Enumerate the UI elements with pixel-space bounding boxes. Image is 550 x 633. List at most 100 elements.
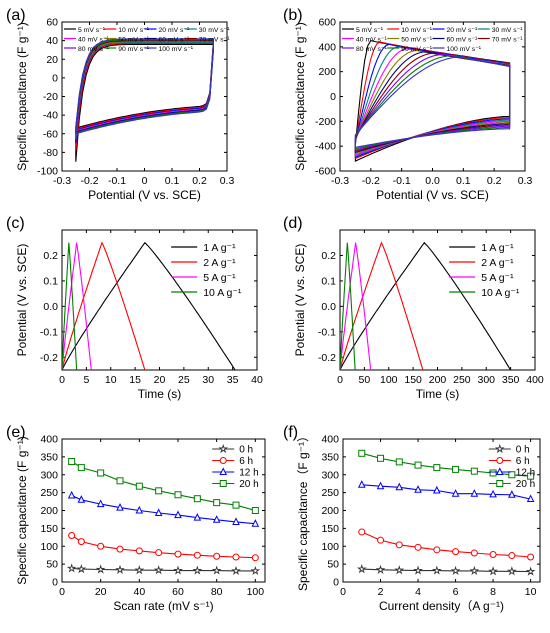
cv-curve <box>75 40 214 134</box>
cv-curve <box>354 56 511 149</box>
data-point <box>451 489 460 497</box>
x-tick-label: 250 <box>453 374 471 386</box>
legend-marker <box>219 457 227 464</box>
data-point <box>155 487 163 495</box>
data-point <box>173 565 183 575</box>
legend-entry: 12 h <box>516 468 535 479</box>
data-point <box>193 495 201 503</box>
y-tick-label: 20 <box>46 54 58 66</box>
data-point <box>525 566 536 576</box>
y-tick-label: 150 <box>321 523 339 535</box>
data-point <box>450 565 461 576</box>
data-point <box>395 482 404 491</box>
y-tick-label: -0.1 <box>40 326 58 338</box>
panel-label: (a) <box>6 7 26 24</box>
x-tick-label: -0.3 <box>53 175 71 187</box>
plot-area <box>354 39 511 162</box>
data-point <box>433 485 441 494</box>
data-point <box>431 565 442 575</box>
y-tick-label: -600 <box>315 166 336 178</box>
data-point <box>433 546 441 554</box>
x-axis-label: Current density（A g⁻¹) <box>379 599 504 613</box>
legend-entry: 6 h <box>239 456 253 467</box>
x-tick-label: 0 <box>59 374 65 386</box>
x-tick-label: 0 <box>59 586 65 598</box>
legend-entry: 1 A g⁻¹ <box>481 242 514 254</box>
y-axis-label: Specific capacitance（F g⁻¹） <box>296 430 310 591</box>
data-point <box>213 499 221 507</box>
series-line <box>361 452 531 477</box>
plot-area <box>340 241 512 370</box>
x-tick-label: 5 <box>83 374 89 386</box>
data-point <box>413 565 423 575</box>
y-tick-label: 300 <box>40 469 58 481</box>
x-tick-label: -0.1 <box>393 175 411 187</box>
data-point <box>232 553 240 561</box>
x-tick-label: 0.3 <box>518 175 533 187</box>
y-tick-label: 350 <box>321 451 339 463</box>
series-line <box>361 568 531 573</box>
x-tick-label: 0.1 <box>456 175 471 187</box>
y-tick-label: 0 <box>52 72 58 84</box>
data-point <box>527 553 535 561</box>
legend-entry: 0 h <box>516 445 530 456</box>
cv-curve <box>354 50 511 155</box>
data-point <box>135 482 143 490</box>
x-tick-label: 0.2 <box>192 175 207 187</box>
legend-entry: 20 mV s⁻¹ <box>447 27 479 34</box>
data-point <box>97 469 105 477</box>
legend-entry: 5 A g⁻¹ <box>203 272 236 284</box>
x-tick-label: 35 <box>227 374 239 386</box>
data-point <box>153 565 164 575</box>
data-point <box>376 481 385 490</box>
legend-entry: 10 mV s⁻¹ <box>118 27 150 34</box>
x-tick-label: 0 <box>142 175 148 187</box>
panel-label: (d) <box>283 215 303 232</box>
x-tick-label: -0.2 <box>362 175 380 187</box>
x-tick-label: -0.2 <box>80 175 98 187</box>
x-tick-label: 20 <box>95 586 107 598</box>
legend-marker <box>219 480 227 487</box>
data-point <box>357 480 366 488</box>
panel-a: (a) -0.3 -0.2 -0.1 0 0.1 0.2 0.3 -100 -80 -60 -40 -2… <box>6 7 234 202</box>
x-tick-label: 0.1 <box>165 175 180 187</box>
x-tick-label: 50 <box>359 374 371 386</box>
y-tick-label: 50 <box>46 559 58 571</box>
x-tick-label: 10 <box>525 586 537 598</box>
x-tick-label: -0.3 <box>331 175 349 187</box>
x-tick-label: 10 <box>105 374 117 386</box>
plot-area <box>75 38 214 162</box>
panel-label: (c) <box>6 215 25 232</box>
plot-area <box>66 458 261 576</box>
y-tick-label: 0.0 <box>321 301 336 313</box>
x-axis-label: Time (s) <box>138 387 182 401</box>
panel-f: (f)0 2 4 6 8 10050100150200250300350400Curren… <box>283 424 541 613</box>
data-point <box>68 458 76 466</box>
legend-entry: 12 h <box>239 468 258 479</box>
legend-entry: 80 mV s⁻¹ <box>356 46 388 53</box>
gcd-curve <box>340 242 356 370</box>
data-point <box>414 543 422 551</box>
panel-e: (e) 0 20 40 60 80 100 0 50 100 150 200 250 300 350 400 S… <box>6 424 266 613</box>
y-tick-label: 300 <box>321 469 339 481</box>
data-point <box>96 499 105 508</box>
x-tick-label: 100 <box>247 586 265 598</box>
data-point <box>395 458 403 466</box>
y-tick-label: 0.2 <box>43 250 58 262</box>
y-tick-label: -0.2 <box>318 352 336 364</box>
x-tick-label: 80 <box>211 586 223 598</box>
data-point <box>211 565 222 575</box>
x-tick-label: 40 <box>251 374 263 386</box>
legend-entry: 0 h <box>239 445 253 456</box>
y-tick-label: 0.1 <box>321 275 336 287</box>
data-point <box>66 563 77 573</box>
data-point <box>358 449 366 457</box>
x-tick-label: 200 <box>429 374 447 386</box>
x-tick-label: 350 <box>502 374 520 386</box>
legend-entry: 60 mV s⁻¹ <box>159 36 191 43</box>
y-tick-label: 0 <box>333 577 339 589</box>
y-tick-label: 400 <box>321 434 339 446</box>
legend-entry: 10 A g⁻¹ <box>481 287 520 299</box>
data-point <box>77 538 85 546</box>
